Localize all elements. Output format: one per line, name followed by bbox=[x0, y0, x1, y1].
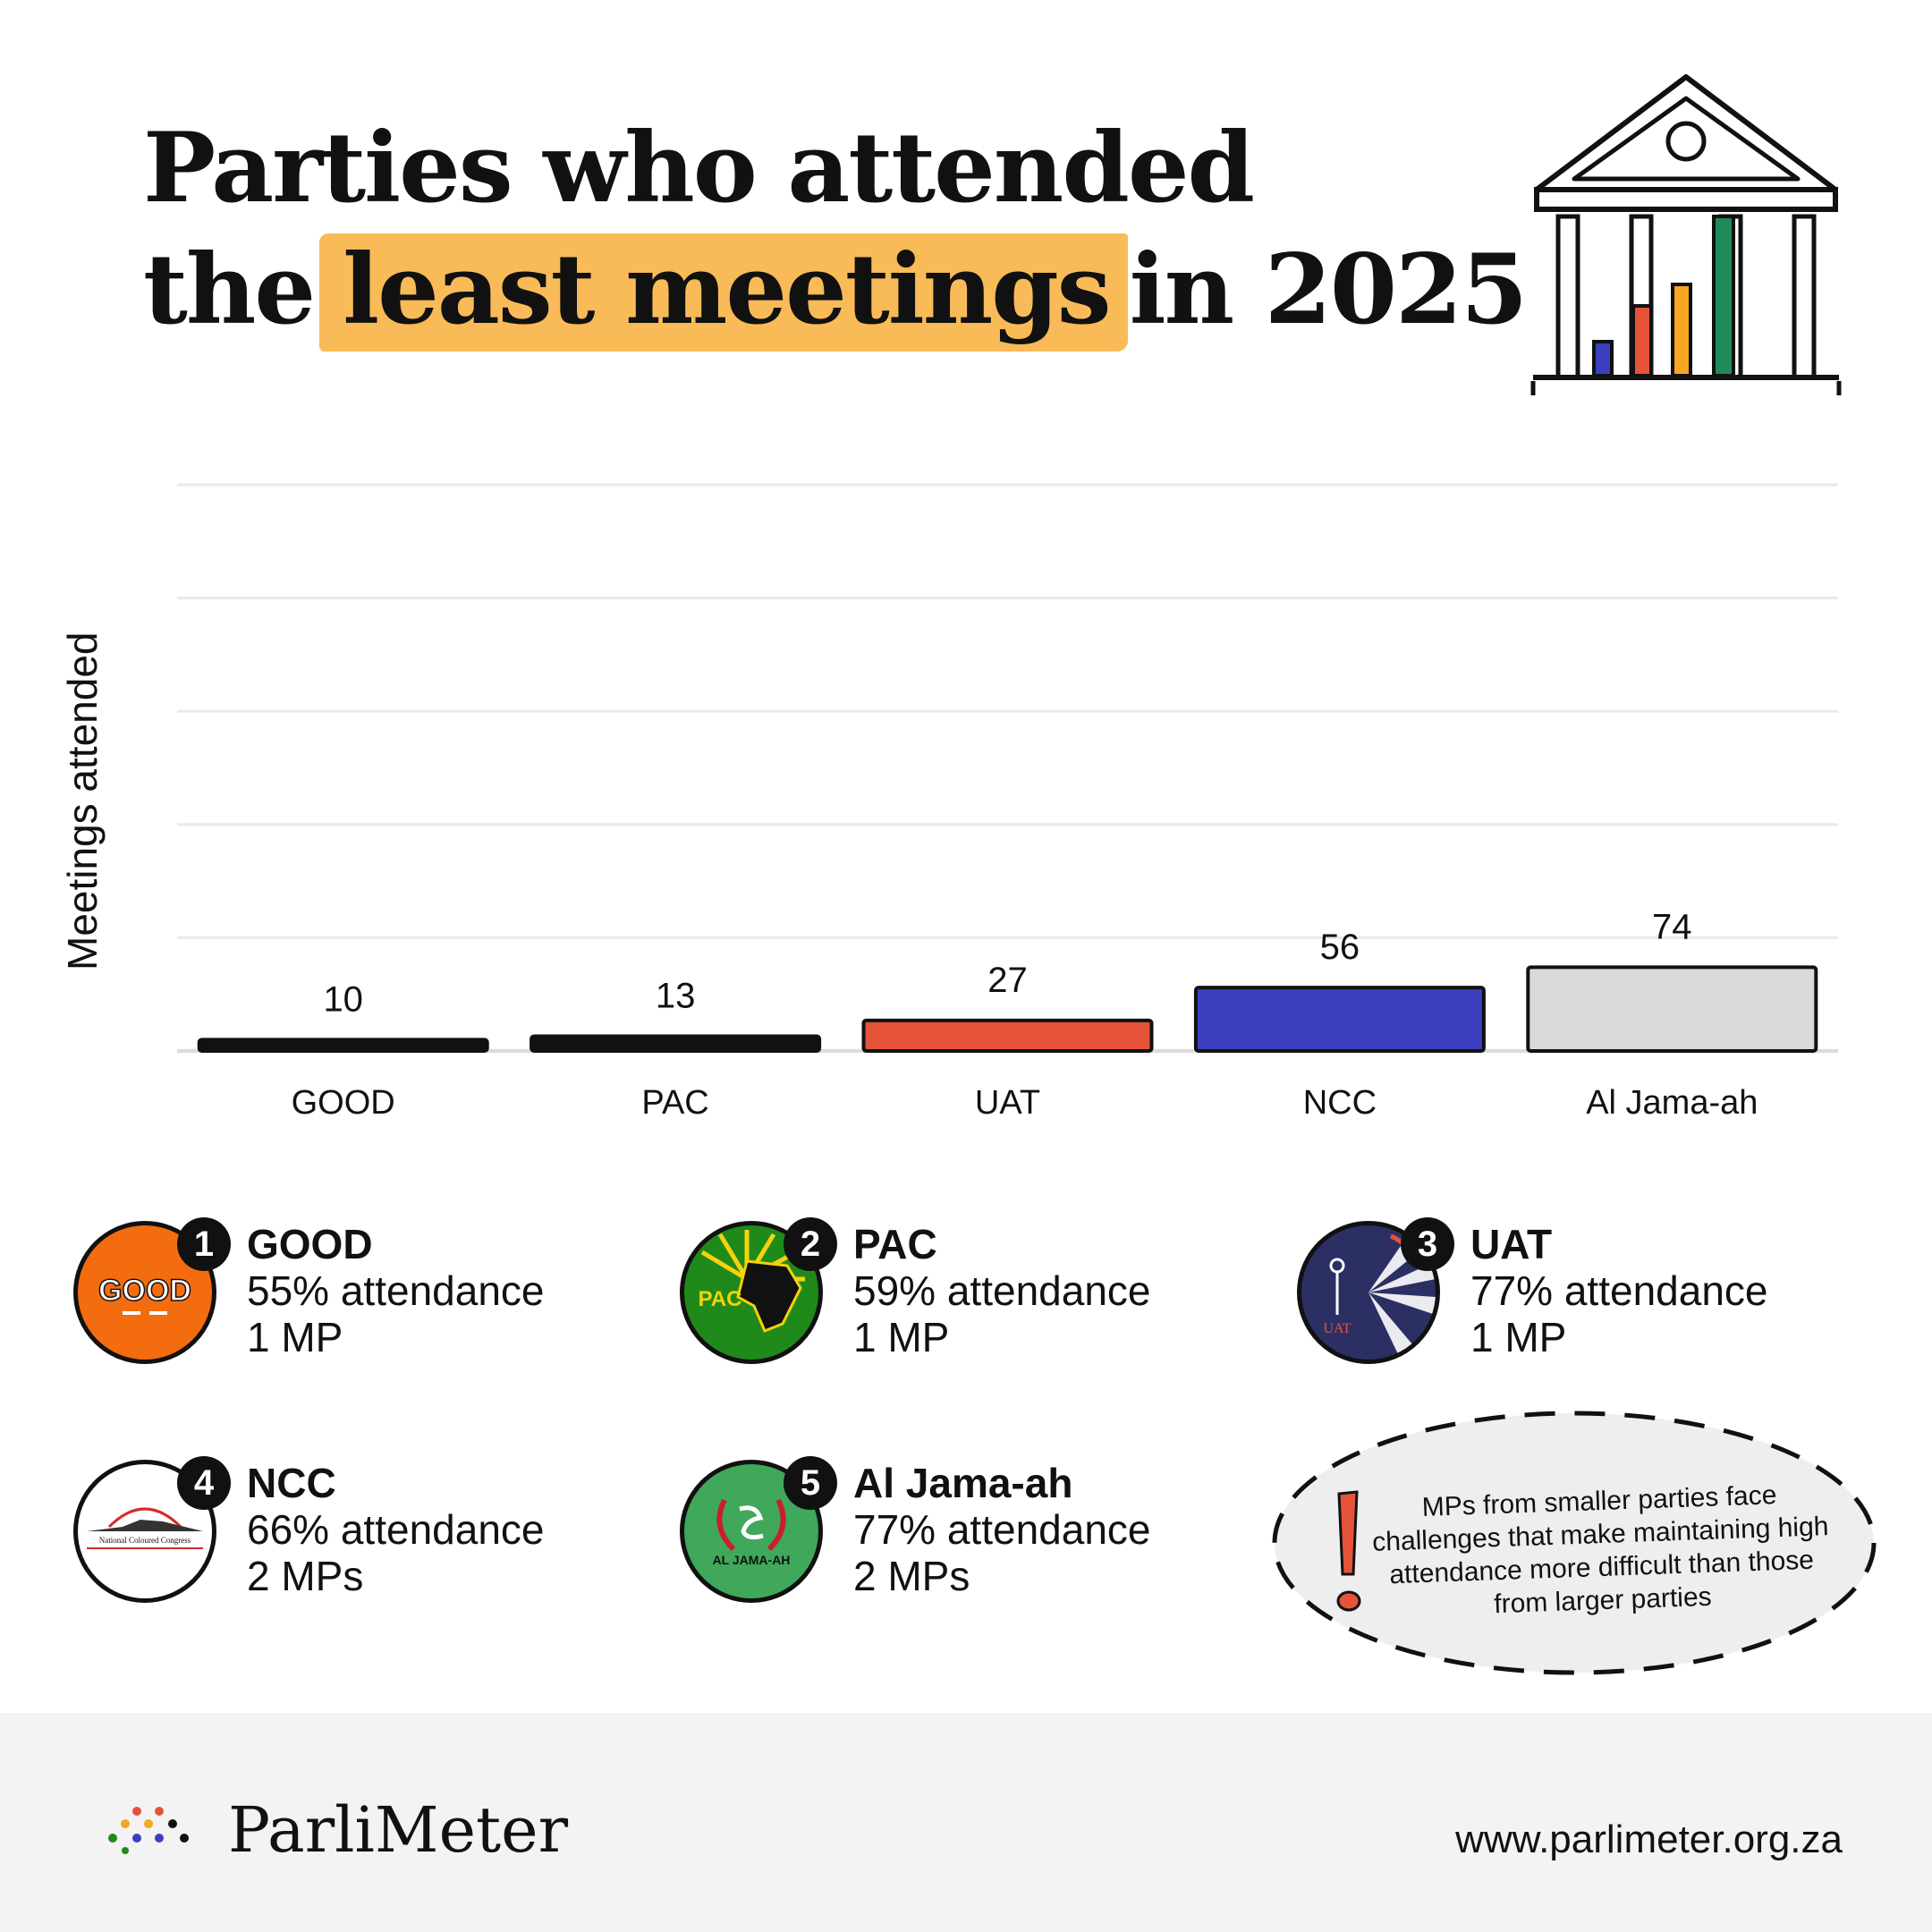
party-mps: 2 MPs bbox=[853, 1553, 970, 1599]
note-bubble bbox=[1272, 1411, 1877, 1675]
x-tick-label: UAT bbox=[975, 1084, 1040, 1122]
data-label: 10 bbox=[323, 979, 363, 1019]
x-tick-label: Al Jama-ah bbox=[1586, 1084, 1758, 1122]
party-attendance: 77% attendance bbox=[853, 1506, 1151, 1553]
rank-badge: 2 bbox=[784, 1217, 837, 1271]
data-label: 74 bbox=[1652, 907, 1692, 946]
pac-logo: PAC bbox=[680, 1221, 823, 1364]
bar-good bbox=[197, 1038, 489, 1054]
party-attendance: 59% attendance bbox=[853, 1267, 1151, 1314]
footer bbox=[0, 1713, 1932, 1932]
al-jama-ah-logo: AL JAMA-AH bbox=[680, 1460, 823, 1603]
bar-chart: 10 GOOD 13 PAC 27 UAT 56 NCC 74 Al Jama-ah bbox=[177, 483, 1838, 1122]
party-card-good: GOOD 1 GOOD 55% attendance 1 MP bbox=[73, 1217, 646, 1382]
party-name: GOOD bbox=[247, 1221, 373, 1267]
parliament-building-icon bbox=[1530, 74, 1842, 395]
party-mps: 2 MPs bbox=[247, 1553, 364, 1599]
party-mps: 1 MP bbox=[247, 1314, 343, 1360]
title-post: in 2025 bbox=[1129, 233, 1529, 346]
party-card-al-jama-ah: AL JAMA-AH 5 Al Jama-ah 77% attendance 2… bbox=[680, 1456, 1252, 1621]
party-name: NCC bbox=[247, 1460, 336, 1506]
title-line-1: Parties who attended bbox=[143, 112, 1255, 225]
x-tick-label: NCC bbox=[1303, 1084, 1377, 1122]
note-text: MPs from smaller parties face challenges… bbox=[1371, 1480, 1829, 1620]
party-mps: 1 MP bbox=[1470, 1314, 1567, 1360]
party-name: Al Jama-ah bbox=[853, 1460, 1073, 1506]
party-mps: 1 MP bbox=[853, 1314, 950, 1360]
uat-logo-text: UAT bbox=[1323, 1321, 1351, 1336]
brand-name: ParliMeter bbox=[228, 1793, 569, 1867]
rank-badge: 5 bbox=[784, 1456, 837, 1510]
bar-pac bbox=[530, 1034, 822, 1053]
pac-logo-text: PAC bbox=[699, 1287, 742, 1311]
data-label: 56 bbox=[1320, 928, 1360, 967]
x-tick-label: GOOD bbox=[292, 1084, 395, 1122]
rank-badge: 4 bbox=[177, 1456, 231, 1510]
bar-al-jama-ah bbox=[1526, 965, 1818, 1053]
party-name: PAC bbox=[853, 1221, 937, 1267]
party-attendance: 77% attendance bbox=[1470, 1267, 1768, 1314]
party-name: UAT bbox=[1470, 1221, 1553, 1267]
party-card-uat: UAT 3 UAT 77% attendance 1 MP bbox=[1297, 1217, 1869, 1382]
party-attendance: 55% attendance bbox=[247, 1267, 545, 1314]
bar-ncc bbox=[1193, 986, 1486, 1054]
al-jama-ah-logo-text: AL JAMA-AH bbox=[713, 1553, 791, 1567]
parlimeter-logo-icon bbox=[108, 1807, 189, 1854]
party-card-ncc: National Coloured Congress 4 NCC 66% att… bbox=[73, 1456, 646, 1621]
data-label: 27 bbox=[987, 961, 1028, 1000]
party-attendance: 66% attendance bbox=[247, 1506, 545, 1553]
x-tick-label: PAC bbox=[641, 1084, 708, 1122]
ncc-logo-text: National Coloured Congress bbox=[99, 1536, 191, 1545]
title-pre: the bbox=[143, 233, 316, 346]
page-title: Parties who attended the least meetings in… bbox=[143, 107, 1529, 352]
bar-uat bbox=[861, 1018, 1154, 1053]
exclamation-icon bbox=[1336, 1490, 1361, 1612]
data-label: 13 bbox=[656, 977, 696, 1016]
website-link[interactable]: www.parlimeter.org.za bbox=[1455, 1818, 1843, 1861]
title-highlight: least meetings bbox=[319, 233, 1128, 352]
good-logo-text: GOOD bbox=[98, 1274, 191, 1308]
rank-badge: 3 bbox=[1401, 1217, 1454, 1271]
rank-badge: 1 bbox=[177, 1217, 231, 1271]
party-card-pac: PAC 2 PAC 59% attendance 1 MP bbox=[680, 1217, 1252, 1382]
